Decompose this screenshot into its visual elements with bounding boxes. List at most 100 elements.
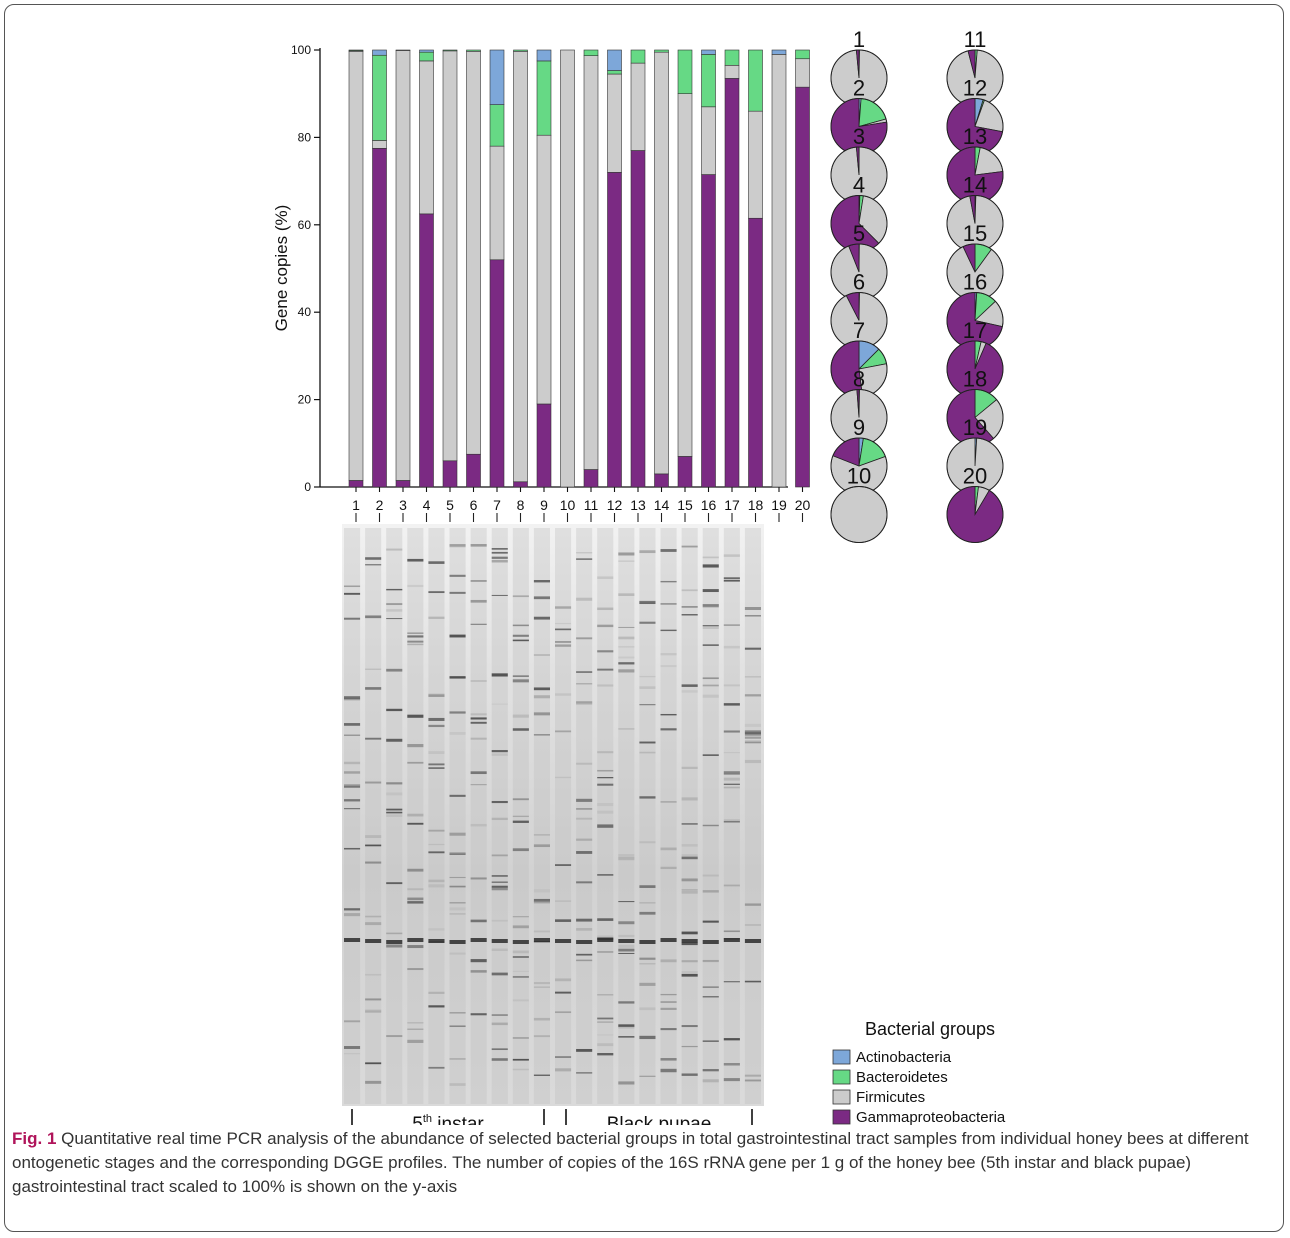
gel-band: [428, 763, 445, 766]
gel-band: [491, 559, 508, 563]
gel-band: [365, 835, 382, 838]
gel-band: [744, 647, 761, 650]
gel-band: [618, 656, 635, 659]
gel-band: [576, 918, 593, 922]
gel-band: [660, 1068, 677, 1072]
gel-band: [449, 952, 466, 955]
gel-band: [449, 913, 466, 915]
gel-band: [597, 935, 614, 938]
gel-band: [344, 723, 361, 726]
gel-band: [660, 580, 677, 583]
bar-segment-bacteroidetes-8: [513, 49, 528, 52]
gel-band: [533, 695, 550, 699]
gel-band: [407, 632, 424, 634]
legend-item-firmicutes: Firmicutes: [832, 1089, 925, 1106]
gel-band: [702, 684, 719, 687]
gel-band: [723, 703, 740, 706]
gel-band: [723, 786, 740, 789]
gel-band: [428, 693, 445, 696]
caption-label: Fig. 1: [12, 1129, 57, 1148]
gel-band: [702, 890, 719, 893]
gel-band: [660, 728, 677, 731]
gel-band: [618, 646, 635, 648]
pie-16: 16: [946, 270, 1004, 349]
gel-band: [639, 1036, 656, 1040]
gel-band: [407, 558, 424, 562]
gel-band: [702, 677, 719, 680]
gel-band: [491, 885, 508, 888]
bar-segment-firmicutes-5: [442, 50, 458, 462]
gel-band: [491, 750, 508, 753]
bar-segment-firmicutes-11: [583, 55, 599, 470]
bar-segment-bacteroidetes-18: [748, 49, 763, 112]
bar-segment-bacteroidetes-14: [654, 49, 669, 53]
pie-label-20: 20: [963, 464, 987, 489]
pie-label-7: 7: [853, 318, 865, 343]
gel-band: [702, 920, 719, 923]
pie-label-16: 16: [963, 270, 987, 295]
pie-label-6: 6: [853, 270, 865, 295]
dgge-gel-image: [342, 524, 764, 1106]
gel-band: [744, 924, 761, 926]
gel-band: [533, 834, 550, 836]
legend-label: Bacteroidetes: [856, 1069, 948, 1086]
bar-chart-bars: [348, 49, 810, 488]
pie-14: 14: [946, 173, 1004, 252]
gel-band: [449, 1058, 466, 1060]
gel-band: [365, 564, 382, 566]
gel-band: [428, 991, 445, 994]
gel-band: [470, 919, 487, 923]
gel-band: [618, 944, 635, 948]
gel-band: [702, 960, 719, 963]
y-tick-label: 60: [298, 218, 312, 232]
gel-band: [512, 956, 529, 958]
gel-band: [597, 777, 614, 779]
gel-band: [660, 993, 677, 996]
gel-band: [470, 771, 487, 775]
bar-segment-actinobacteria-9: [536, 49, 552, 62]
gel-band: [491, 881, 508, 883]
gel-band: [681, 1025, 698, 1028]
bar-segment-bacteroidetes-11: [583, 49, 599, 56]
gel-band: [660, 665, 677, 668]
gel-band: [512, 595, 529, 598]
gel-band: [512, 848, 529, 852]
gel-band: [618, 952, 635, 954]
gel-band: [449, 794, 466, 797]
gel-band: [344, 908, 361, 911]
gel-band: [491, 551, 508, 554]
gel-band: [576, 808, 593, 810]
gel-band-strong: [723, 938, 740, 942]
legend-title: Bacterial groups: [865, 1019, 995, 1039]
gel-band-strong: [639, 940, 656, 944]
gel-band: [491, 875, 508, 877]
gel-band: [365, 998, 382, 1001]
gel-band: [491, 972, 508, 976]
gel-band: [618, 901, 635, 903]
x-tick-label: 1: [352, 497, 360, 513]
pie-label-3: 3: [853, 124, 865, 149]
figure-caption: Fig. 1 Quantitative real time PCR analys…: [12, 1127, 1274, 1199]
gel-band: [449, 731, 466, 735]
gel-band: [744, 694, 761, 697]
gel-band: [702, 624, 719, 627]
legend-item-bacteroidetes: Bacteroidetes: [832, 1069, 948, 1086]
gel-band: [681, 878, 698, 881]
gel-band: [576, 558, 593, 560]
gel-lane: [449, 528, 466, 1104]
gel-band: [491, 1014, 508, 1017]
gel-band: [407, 714, 424, 718]
gel-band: [597, 1021, 614, 1023]
bar-segment-bacteroidetes-15: [677, 49, 693, 95]
gel-band: [449, 592, 466, 594]
gel-band: [639, 741, 656, 744]
gel-band: [533, 687, 550, 691]
gel-band: [491, 673, 508, 677]
bar-segment-firmicutes-9: [536, 134, 552, 405]
gel-band: [660, 713, 677, 716]
x-tick-label: 16: [701, 497, 717, 513]
gel-band: [344, 808, 361, 810]
gel-band: [344, 784, 361, 786]
gel-band: [470, 680, 487, 682]
gel-band: [344, 617, 361, 620]
